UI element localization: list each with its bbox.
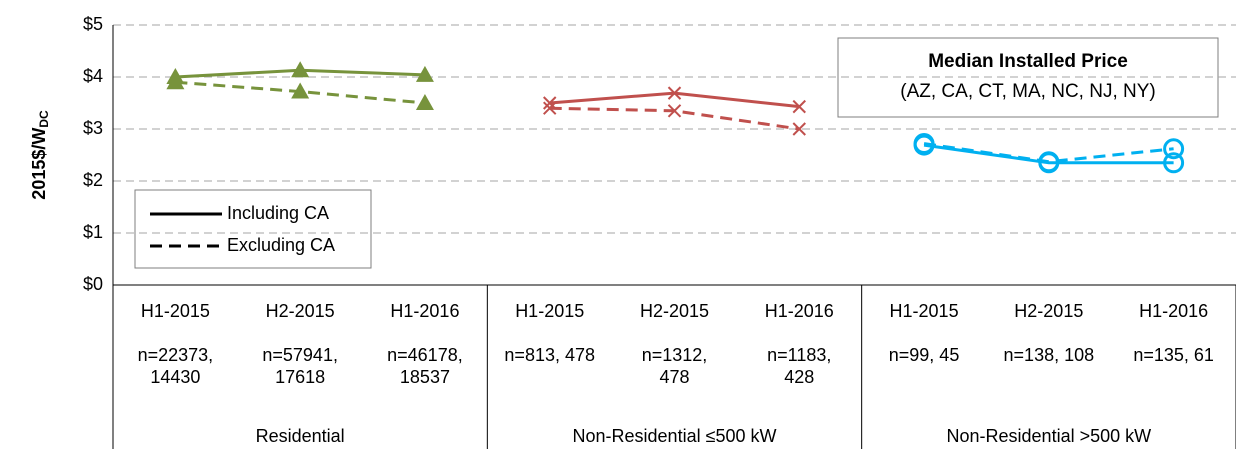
x-tick-label: H2-2015 xyxy=(640,301,709,321)
y-label-sub: DC xyxy=(37,110,51,128)
sample-size: 428 xyxy=(784,367,814,387)
group-label: Residential xyxy=(256,426,345,446)
sample-size: 14430 xyxy=(150,367,200,387)
sample-size: 17618 xyxy=(275,367,325,387)
marker xyxy=(291,82,310,99)
marker xyxy=(166,73,185,90)
y-tick-label: $3 xyxy=(83,118,103,138)
marker xyxy=(543,101,557,115)
marker xyxy=(415,65,434,82)
x-tick-label: H1-2015 xyxy=(515,301,584,321)
sample-size: n=46178, xyxy=(387,345,463,365)
sample-size: n=57941, xyxy=(262,345,338,365)
y-tick-label: $5 xyxy=(83,14,103,34)
sample-size: n=1312, xyxy=(642,345,708,365)
group-label: Non-Residential >500 kW xyxy=(947,426,1152,446)
marker xyxy=(667,104,682,118)
x-tick-label: H2-2015 xyxy=(1014,301,1083,321)
y-tick-label: $2 xyxy=(83,170,103,190)
sample-size: 18537 xyxy=(400,367,450,387)
marker xyxy=(1038,151,1060,173)
annotation-title: Median Installed Price xyxy=(928,51,1128,72)
x-tick-label: H1-2015 xyxy=(141,301,210,321)
annotation-subtitle: (AZ, CA, CT, MA, NC, NJ, NY) xyxy=(900,81,1155,102)
marker xyxy=(667,86,682,100)
series-line xyxy=(923,142,1174,164)
legend-label: Including CA xyxy=(227,203,329,223)
x-tick-label: H1-2016 xyxy=(390,301,459,321)
marker xyxy=(1163,152,1185,174)
marker xyxy=(792,99,806,114)
x-tick-label: H1-2016 xyxy=(1139,301,1208,321)
sample-size: n=813, 478 xyxy=(504,345,595,365)
x-tick-label: H1-2015 xyxy=(890,301,959,321)
y-tick-label: $4 xyxy=(83,66,103,86)
y-label-main: 2015$/W xyxy=(29,128,49,200)
sample-size: n=135, 61 xyxy=(1133,345,1214,365)
x-tick-label: H1-2016 xyxy=(765,301,834,321)
sample-size: n=138, 108 xyxy=(1004,345,1095,365)
sample-size: n=22373, xyxy=(138,345,214,365)
group-label: Non-Residential ≤500 kW xyxy=(573,426,777,446)
y-tick-label: $0 xyxy=(83,274,103,294)
sample-size: 478 xyxy=(659,367,689,387)
y-tick-label: $1 xyxy=(83,222,103,242)
y-axis-label: 2015$/WDC xyxy=(29,110,51,200)
sample-size: n=99, 45 xyxy=(889,345,960,365)
marker xyxy=(1163,138,1185,160)
x-tick-label: H2-2015 xyxy=(266,301,335,321)
legend-box xyxy=(134,189,372,269)
marker xyxy=(792,122,806,136)
marker xyxy=(415,94,434,110)
legend-label: Excluding CA xyxy=(227,235,335,255)
marker xyxy=(913,133,935,155)
sample-size: n=1183, xyxy=(767,345,831,365)
marker xyxy=(291,61,310,78)
series-line xyxy=(549,91,800,109)
